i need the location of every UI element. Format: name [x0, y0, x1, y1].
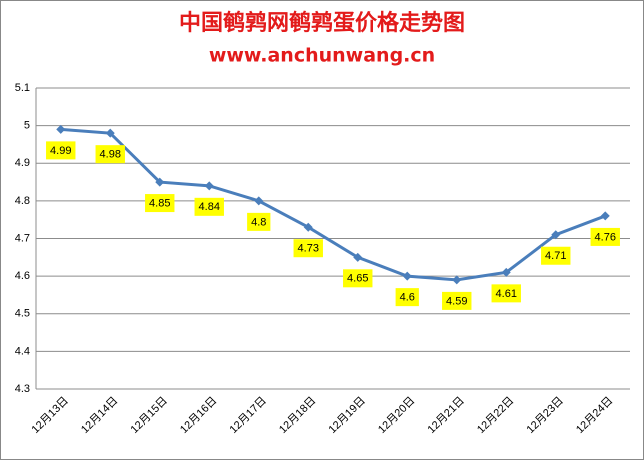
data-label: 4.59	[446, 295, 467, 307]
chart-subtitle: www.anchunwang.cn	[209, 45, 435, 67]
data-label: 4.99	[50, 145, 71, 157]
y-tick-label: 4.7	[15, 232, 30, 244]
data-label-group: 4.61	[491, 284, 521, 303]
data-label: 4.71	[545, 250, 566, 262]
data-label-group: 4.59	[442, 291, 472, 310]
data-label-bg	[541, 246, 571, 265]
data-label: 4.73	[298, 243, 319, 255]
data-label-bg	[590, 227, 620, 246]
marker	[353, 252, 363, 262]
data-label: 4.84	[199, 201, 220, 213]
data-label-bg	[293, 239, 323, 258]
chart-title: 中国鹌鹑网鹌鹑蛋价格走势图	[179, 10, 465, 36]
data-label-group: 4.73	[293, 239, 323, 258]
y-tick-label: 5	[24, 120, 30, 132]
data-label-group: 4.98	[95, 145, 125, 164]
data-label: 4.65	[347, 273, 368, 285]
data-label-bg	[395, 288, 419, 307]
data-label-group: 4.8	[247, 212, 271, 231]
data-label-bg	[145, 194, 175, 213]
marker	[452, 275, 462, 285]
y-tick-label: 4.9	[15, 157, 30, 169]
line	[60, 127, 606, 282]
marker	[303, 222, 313, 232]
data-label-bg	[491, 284, 521, 303]
marker	[155, 177, 165, 187]
data-label-group: 4.99	[46, 141, 76, 160]
marker	[105, 128, 115, 138]
data-label: 4.61	[496, 288, 517, 300]
data-label-bg	[343, 269, 373, 288]
data-label-bg	[247, 212, 271, 231]
data-label-group: 4.65	[343, 269, 373, 288]
data-label-bg	[194, 197, 224, 216]
data-label: 4.85	[149, 197, 170, 209]
data-label-group: 4.71	[541, 246, 571, 265]
data-label-group: 4.76	[590, 227, 620, 246]
data-label: 4.8	[251, 216, 266, 228]
marker	[204, 181, 214, 191]
data-label-group: 4.85	[145, 194, 175, 213]
marker	[56, 124, 66, 134]
marker	[254, 196, 264, 206]
y-tick-label: 4.4	[15, 345, 30, 357]
data-label-group: 4.6	[395, 288, 419, 307]
y-tick-label: 5.1	[15, 82, 30, 94]
y-tick-label: 4.5	[15, 308, 30, 320]
data-label: 4.98	[100, 149, 121, 161]
y-tick-label: 4.3	[15, 383, 30, 395]
marker	[551, 230, 561, 240]
data-label-bg	[95, 145, 125, 164]
data-label-bg	[46, 141, 76, 160]
data-label-group: 4.84	[194, 197, 224, 216]
marker	[600, 211, 610, 221]
marker	[501, 267, 511, 277]
data-label: 4.6	[400, 292, 415, 304]
y-tick-label: 4.8	[15, 195, 30, 207]
data-label-bg	[442, 291, 472, 310]
marker	[402, 271, 412, 281]
y-tick-label: 4.6	[15, 270, 30, 282]
data-label: 4.76	[595, 231, 616, 243]
